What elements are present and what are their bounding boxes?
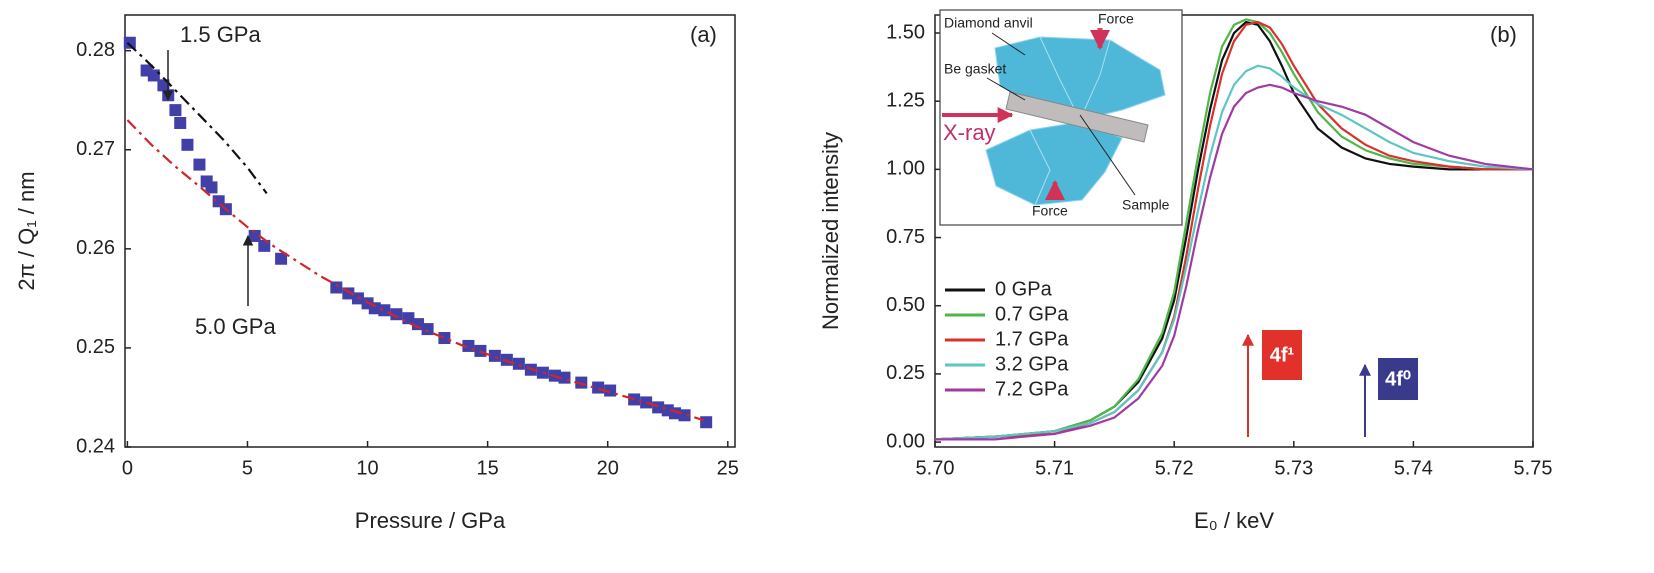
point — [123, 36, 136, 49]
x-tick-label: 5.72 — [1155, 457, 1194, 479]
panel-label: (a) — [690, 22, 717, 47]
x-tick-label: 20 — [597, 457, 619, 479]
annotation: 4f¹ — [1270, 344, 1295, 366]
x-tick-label: 5.74 — [1394, 457, 1433, 479]
y-tick-label: 0.00 — [886, 430, 925, 452]
y-tick-label: 0.28 — [76, 39, 115, 61]
point — [205, 181, 218, 194]
fit-line — [126, 41, 268, 195]
x-tick-label: 5.71 — [1035, 457, 1074, 479]
inset-label: Diamond anvil — [944, 15, 1033, 31]
point — [592, 381, 605, 394]
point — [181, 138, 194, 151]
x-axis-label: Pressure / GPa — [355, 508, 506, 533]
x-tick-label: 5.70 — [916, 457, 955, 479]
legend-label: 7.2 GPa — [995, 378, 1069, 400]
pointer — [1079, 114, 1136, 196]
point — [378, 304, 391, 317]
y-tick-label: 0.27 — [76, 138, 115, 160]
panel-label: (b) — [1490, 22, 1517, 47]
annotation-box — [1262, 330, 1302, 380]
annotation: 5.0 GPa — [195, 314, 276, 339]
inset: Diamond anvil Force Be gasket X-ray Forc… — [939, 9, 1183, 226]
charts: 0 5 10 15 20 25 0.24 0.25 0.26 0.27 0.28 Pressure /… — [14, 14, 1553, 533]
inset-label: Sample — [1122, 197, 1170, 213]
y-tick-label: 0.75 — [886, 226, 925, 248]
point — [411, 318, 424, 331]
plot-frame — [124, 14, 736, 448]
anvil-facet — [1029, 129, 1051, 206]
point — [351, 292, 364, 305]
annotation-box — [1378, 358, 1418, 400]
y-axis-label: 2π / Q₁ / nm — [14, 171, 39, 290]
point — [169, 104, 182, 117]
inset-label: X-ray — [943, 120, 996, 145]
point — [700, 416, 713, 429]
point — [604, 384, 617, 397]
legend-label: 3.2 GPa — [995, 353, 1069, 375]
point — [330, 281, 343, 294]
gasket — [1005, 91, 1149, 143]
y-axis-label: Normalized intensity — [818, 132, 843, 330]
x-tick-label: 0 — [122, 457, 133, 479]
y-tick-label: 0.26 — [76, 237, 115, 259]
x-tick-label: 5.75 — [1514, 457, 1553, 479]
point — [500, 353, 513, 366]
point — [147, 69, 160, 82]
y-tick-label: 0.24 — [76, 435, 115, 457]
x-tick-label: 25 — [717, 457, 739, 479]
point — [438, 332, 451, 345]
x-tick-label: 15 — [477, 457, 499, 479]
x-axis-label: E₀ / keV — [1194, 508, 1274, 533]
point — [640, 396, 653, 409]
y-tick-label: 0.50 — [886, 294, 925, 316]
x-tick-label: 5 — [242, 457, 253, 479]
legend-label: 1.7 GPa — [995, 328, 1069, 350]
point — [512, 357, 525, 370]
point — [275, 252, 288, 265]
legend-label: 0.7 GPa — [995, 303, 1069, 325]
point — [628, 393, 641, 406]
x-tick-label: 10 — [356, 457, 378, 479]
annotation: 1.5 GPa — [180, 22, 261, 47]
inset-label: Force — [1098, 11, 1134, 27]
y-tick-label: 0.25 — [886, 362, 925, 384]
point — [462, 339, 475, 352]
annotation: 4f⁰ — [1385, 368, 1411, 390]
spectrum — [934, 18, 1533, 441]
legend-label: 0 GPa — [995, 278, 1053, 300]
fit-line — [126, 119, 705, 422]
x-tick-label: 5.73 — [1274, 457, 1313, 479]
point — [421, 323, 434, 336]
point — [390, 308, 403, 321]
y-tick-label: 1.00 — [886, 158, 925, 180]
point — [402, 312, 415, 325]
plot-frame — [934, 14, 1534, 448]
spectrum — [935, 83, 1534, 441]
spectrum — [934, 64, 1534, 441]
point — [193, 158, 206, 171]
pointer — [986, 77, 1026, 101]
pointer — [991, 32, 1026, 56]
y-tick-label: 0.25 — [76, 336, 115, 358]
point — [488, 349, 501, 362]
inset-label: Force — [1032, 203, 1068, 219]
point — [174, 117, 187, 129]
y-tick-label: 1.25 — [886, 89, 925, 111]
inset-label: Be gasket — [944, 61, 1006, 77]
y-tick-label: 1.50 — [886, 21, 925, 43]
